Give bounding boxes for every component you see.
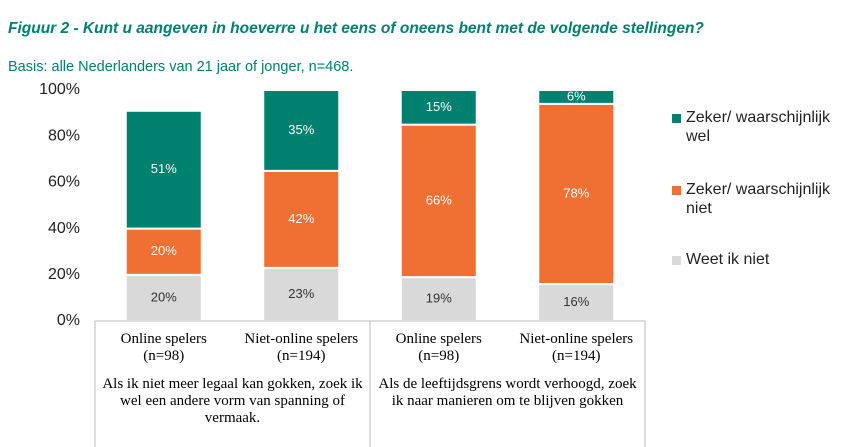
data-label: 42% xyxy=(288,211,314,226)
y-tick-label: 20% xyxy=(48,266,80,283)
data-label: 51% xyxy=(151,161,177,176)
y-tick-label: 60% xyxy=(48,174,80,191)
data-label: 19% xyxy=(426,290,452,305)
legend-swatch xyxy=(672,256,681,265)
data-label: 20% xyxy=(151,289,177,304)
x-tick-label: (n=194) xyxy=(552,348,601,364)
bar-segment xyxy=(262,266,341,322)
bar-segment xyxy=(262,169,341,269)
y-tick-label: 80% xyxy=(48,127,80,144)
data-label: 66% xyxy=(426,192,452,207)
bar-segment xyxy=(399,89,478,126)
x-tick-label: (n=98) xyxy=(143,348,185,364)
x-tick-label: (n=194) xyxy=(277,348,326,364)
y-tick-label: 100% xyxy=(39,81,80,98)
data-label: 16% xyxy=(563,294,589,309)
legend-label: Zeker/ waarschijnlijk wel xyxy=(686,109,831,145)
y-tick-label: 0% xyxy=(57,312,80,329)
legend-swatch xyxy=(672,114,681,123)
legend-label: Weet ik niet xyxy=(686,251,770,268)
bar-segment xyxy=(537,102,616,286)
x-tick-label: Niet-online spelers xyxy=(244,331,359,347)
group-label: Als ik niet meer legaal kan gokken, zoek… xyxy=(102,376,363,426)
data-label: 78% xyxy=(563,185,589,200)
x-tick-label: (n=98) xyxy=(418,348,460,364)
x-tick-label: Online spelers xyxy=(395,331,482,347)
data-label: 6% xyxy=(567,88,586,103)
bar-segment xyxy=(537,89,616,105)
bar-segment xyxy=(124,227,203,276)
group-label: Als de leeftijdsgrens wordt verhoogd, zo… xyxy=(378,376,637,409)
chart-subtitle: Basis: alle Nederlanders van 21 jaar of … xyxy=(8,59,354,75)
bar-segment xyxy=(262,89,341,172)
data-label: 20% xyxy=(151,243,177,258)
data-label: 35% xyxy=(288,122,314,137)
bar-segment xyxy=(124,109,203,230)
chart-title: Figuur 2 - Kunt u aangeven in hoeverre u… xyxy=(8,20,704,37)
y-tick-label: 40% xyxy=(48,220,80,237)
x-tick-label: Niet-online spelers xyxy=(519,331,634,347)
bar-segment xyxy=(399,123,478,279)
data-label: 23% xyxy=(288,286,314,301)
legend-swatch xyxy=(672,186,681,195)
legend-label: Zeker/ waarschijnlijk niet xyxy=(686,181,831,217)
data-label: 15% xyxy=(426,99,452,114)
x-tick-label: Online spelers xyxy=(120,331,207,347)
